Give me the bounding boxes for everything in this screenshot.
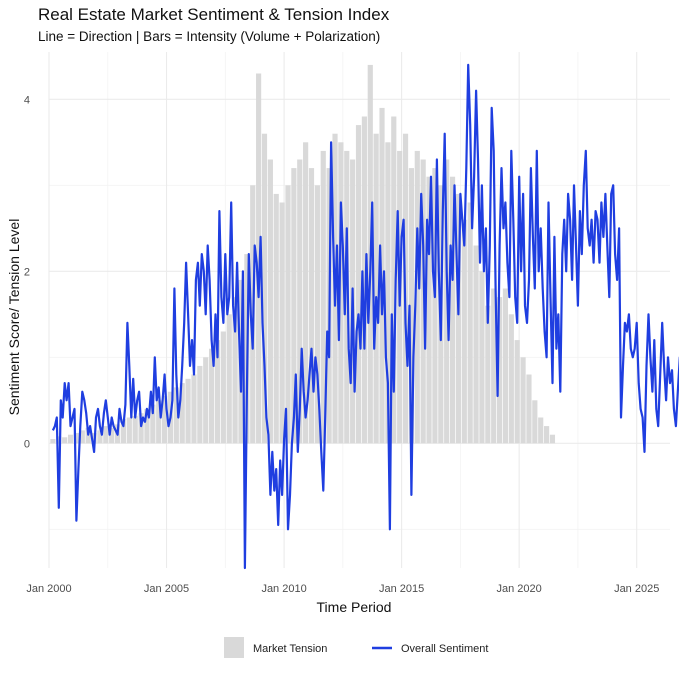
market-tension-bar (391, 116, 397, 444)
overall-sentiment-line (51, 63, 679, 570)
market-tension-bar (214, 340, 221, 444)
market-tension-bar (220, 331, 226, 444)
market-tension-bar (285, 185, 291, 444)
market-tension-bar (297, 159, 303, 444)
market-tension-bar (232, 297, 238, 444)
market-tension-bar (150, 404, 156, 444)
market-tension-bar (62, 437, 68, 444)
market-tension-bar (261, 133, 268, 444)
market-tension-bar (461, 219, 467, 444)
market-tension-bar (414, 150, 420, 444)
x-axis-tick-labels: Jan 2000 Jan 2005 Jan 2010 Jan 2015 Jan 2020… (26, 583, 659, 595)
market-tension-bar (338, 142, 344, 444)
market-tension-bar (191, 374, 197, 444)
market-tension-bar (432, 168, 438, 444)
market-tension-bar (209, 348, 215, 444)
market-tension-bar (267, 159, 273, 444)
market-tension-bar (549, 434, 556, 444)
market-tension-bar (455, 193, 462, 444)
y-tick-label: 0 (24, 438, 30, 450)
market-tension-bar (303, 142, 309, 444)
market-tension-bar (226, 314, 232, 444)
x-tick-label: Jan 2015 (379, 583, 424, 595)
market-tension-bar (514, 340, 520, 444)
market-tension-bar (197, 365, 203, 444)
market-tension-bar (67, 434, 74, 444)
market-tension-bar (385, 142, 391, 444)
market-tension-bar (373, 133, 379, 444)
market-tension-bar (361, 116, 367, 444)
market-tension-bar (479, 271, 485, 444)
y-axis-tick-labels: 0 2 4 (24, 94, 30, 450)
y-tick-label: 2 (24, 266, 30, 278)
x-tick-label: Jan 2000 (26, 583, 71, 595)
market-tension-bar (132, 415, 138, 444)
market-tension-bar (308, 168, 315, 444)
legend-label-overall-sentiment: Overall Sentiment (401, 643, 488, 655)
y-tick-label: 4 (24, 94, 30, 106)
market-tension-bar (508, 314, 514, 444)
market-tension-bar (120, 419, 127, 444)
x-tick-label: Jan 2025 (614, 583, 659, 595)
market-tension-bar (79, 430, 85, 444)
market-tension-bar (97, 430, 103, 444)
legend-label-market-tension: Market Tension (253, 643, 327, 655)
market-tension-bar (126, 417, 132, 444)
market-tension-bar (538, 417, 544, 444)
market-tension-bar (203, 357, 209, 444)
market-tension-bar (279, 202, 285, 444)
market-tension-bar (467, 202, 473, 444)
market-tension-bar (526, 374, 532, 444)
market-tension-bar (491, 288, 497, 444)
market-tension-bar (179, 383, 185, 444)
market-tension-bar (109, 427, 115, 444)
market-tension-bar (426, 176, 432, 444)
legend: Market Tension Overall Sentiment (224, 637, 488, 658)
market-tension-bar (502, 288, 509, 444)
market-tension-bar (156, 400, 162, 444)
market-tension-bar (291, 168, 297, 444)
market-tension-bar (408, 168, 414, 444)
market-tension-bar (449, 176, 456, 444)
market-tension-bar (50, 439, 56, 444)
market-tension-bar (355, 125, 362, 444)
market-tension-bar (256, 73, 262, 444)
x-tick-label: Jan 2005 (144, 583, 189, 595)
market-tension-bar (532, 400, 538, 444)
market-tension-bar (173, 387, 179, 444)
market-tension-bar (485, 305, 491, 444)
market-tension-bar (473, 245, 479, 444)
market-tension-bar (543, 426, 550, 444)
market-tension-bar (344, 150, 350, 444)
market-tension-bar (320, 150, 326, 444)
market-tension-bar (56, 436, 62, 444)
market-tension-bar (314, 185, 320, 444)
x-tick-label: Jan 2010 (261, 583, 306, 595)
x-axis-title: Time Period (317, 599, 392, 615)
x-tick-label: Jan 2020 (497, 583, 542, 595)
market-tension-bar (144, 408, 150, 444)
legend-swatch-market-tension (224, 637, 244, 658)
market-tension-bar (273, 193, 279, 444)
market-tension-bar (73, 432, 80, 444)
market-tension-bar (520, 357, 526, 444)
market-tension-bar (103, 426, 109, 444)
y-axis-title: Sentiment Score/ Tension Level (6, 219, 22, 416)
market-tension-bar (496, 297, 503, 444)
market-tension-bar (185, 378, 191, 444)
market-tension-bar (161, 396, 168, 444)
chart-title: Real Estate Market Sentiment & Tension I… (38, 5, 390, 24)
market-tension-bar (138, 413, 144, 444)
chart-subtitle: Line = Direction | Bars = Intensity (Vol… (38, 29, 381, 44)
